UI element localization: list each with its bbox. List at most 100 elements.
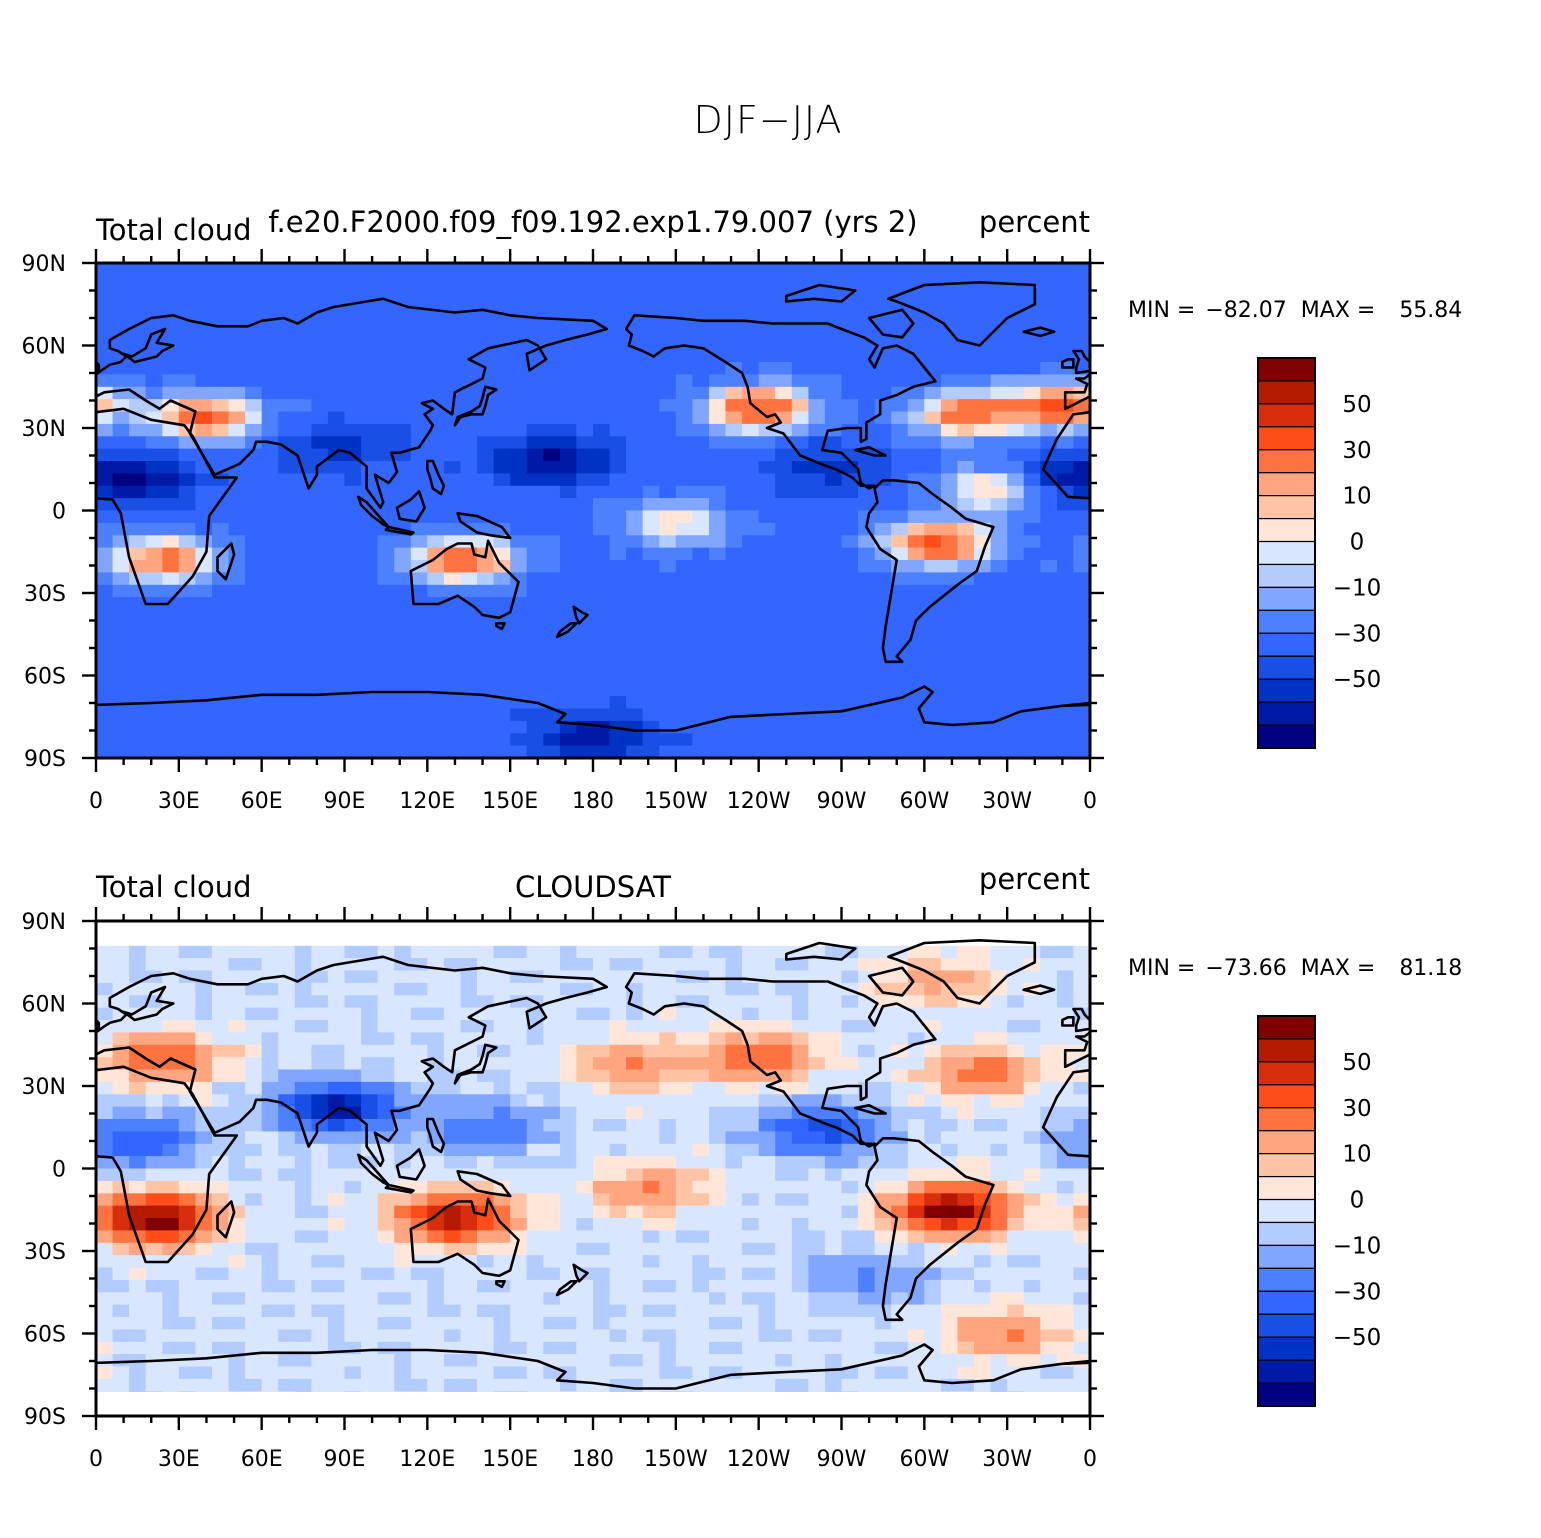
field-cell [642, 337, 660, 351]
field-cell [990, 1304, 1008, 1318]
field-cell [96, 547, 114, 561]
field-cell [858, 1044, 876, 1058]
field-cell [559, 522, 578, 536]
field-cell [361, 1205, 379, 1219]
field-cell [841, 1131, 859, 1145]
field-cell [957, 448, 975, 462]
field-cell [841, 733, 859, 747]
field-cell [460, 646, 478, 660]
field-cell [96, 646, 114, 660]
field-cell [510, 1119, 528, 1132]
field-cell [460, 720, 478, 734]
field-cell [609, 473, 627, 487]
field-cell [311, 312, 329, 326]
field-cell [940, 1304, 959, 1318]
field-cell [907, 1304, 925, 1318]
field-cell [858, 1205, 876, 1219]
field-cell [1040, 1218, 1058, 1231]
field-cell [427, 560, 445, 573]
field-cell [709, 386, 727, 400]
field-cell [377, 1119, 395, 1132]
field-cell [1056, 1366, 1075, 1380]
field-cell [593, 659, 611, 672]
field-cell [162, 1020, 180, 1033]
field-cell [659, 982, 677, 996]
field-cell [924, 399, 942, 413]
field-cell [1040, 349, 1058, 363]
field-cell [593, 522, 611, 536]
field-cell [824, 1341, 843, 1355]
field-cell [245, 584, 263, 598]
field-cell [1007, 324, 1025, 338]
field-cell [1056, 745, 1075, 758]
field-cell [261, 584, 279, 598]
field-cell [791, 1119, 809, 1132]
field-cell [129, 659, 147, 672]
field-cell [1007, 1032, 1025, 1046]
field-cell [344, 362, 362, 375]
field-cell [543, 1279, 561, 1293]
field-cell [791, 609, 809, 623]
field-cell [394, 584, 412, 598]
field-cell [642, 621, 660, 635]
field-cell [1007, 1292, 1025, 1306]
field-cell [808, 1044, 826, 1058]
field-cell [96, 683, 114, 697]
field-cell [593, 696, 611, 710]
field-cell [245, 1242, 263, 1256]
field-cell [874, 1378, 892, 1392]
field-cell [692, 1156, 710, 1170]
field-cell [725, 1131, 743, 1145]
field-cell [228, 671, 246, 685]
field-cell [990, 733, 1008, 747]
field-cell [609, 1020, 627, 1033]
field-cell [145, 547, 163, 561]
field-cell [924, 733, 942, 747]
field-cell [278, 498, 296, 512]
field-cell [576, 1131, 594, 1145]
field-cell [1007, 522, 1025, 536]
field-cell [990, 522, 1008, 536]
field-cell [576, 1317, 594, 1330]
field-cell [1073, 671, 1090, 685]
field-cell [1040, 1193, 1058, 1207]
field-cell [1040, 1205, 1058, 1219]
field-cell [311, 263, 329, 276]
field-cell [659, 646, 677, 660]
field-cell [410, 522, 428, 536]
field-cell [990, 1057, 1008, 1071]
field-cell [990, 473, 1008, 487]
field-cell [212, 609, 230, 623]
field-cell [96, 349, 114, 363]
field-cell [261, 945, 279, 959]
field-cell [443, 696, 462, 710]
field-cell [808, 1304, 826, 1318]
field-cell [593, 1205, 611, 1219]
field-cell [742, 1106, 760, 1120]
field-cell [791, 411, 809, 425]
field-cell [443, 473, 462, 487]
field-cell [344, 970, 362, 984]
field-cell [907, 1378, 925, 1392]
field-cell [874, 1094, 892, 1108]
field-cell [957, 621, 975, 635]
field-cell [195, 1255, 213, 1269]
field-cell [361, 733, 379, 747]
field-cell [841, 436, 859, 450]
field-cell [294, 1292, 312, 1306]
field-cell [178, 535, 196, 549]
field-cell [1056, 634, 1075, 648]
field-cell [129, 945, 147, 959]
field-cell [593, 621, 611, 635]
field-cell [443, 1329, 462, 1343]
field-cell [394, 970, 412, 984]
field-cell [924, 485, 942, 499]
field-cell [294, 696, 312, 710]
field-cell [626, 1081, 644, 1095]
field-cell [294, 423, 312, 437]
field-cell [609, 1119, 627, 1132]
field-cell [940, 263, 959, 276]
field-cell [709, 1391, 727, 1392]
field-cell [344, 1267, 362, 1281]
field-cell [344, 1378, 362, 1392]
